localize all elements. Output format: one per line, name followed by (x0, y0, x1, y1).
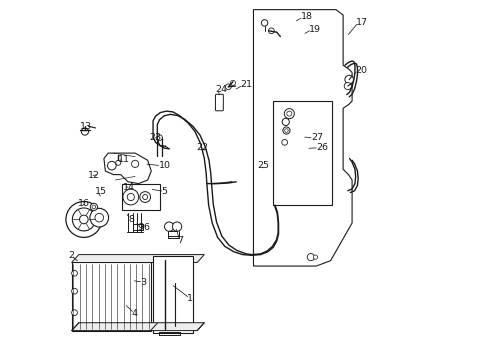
Circle shape (344, 82, 351, 90)
Circle shape (306, 253, 314, 261)
Circle shape (172, 222, 182, 231)
Text: 23: 23 (149, 133, 161, 142)
Circle shape (282, 118, 289, 126)
Polygon shape (153, 256, 192, 333)
Circle shape (122, 189, 139, 205)
FancyBboxPatch shape (215, 94, 223, 111)
Text: 24: 24 (215, 85, 226, 94)
Text: 4: 4 (131, 309, 137, 318)
Circle shape (90, 208, 108, 227)
Circle shape (92, 205, 96, 209)
Circle shape (344, 75, 353, 84)
Circle shape (140, 192, 150, 202)
Circle shape (72, 288, 77, 294)
Circle shape (284, 109, 294, 119)
Text: 22: 22 (196, 143, 208, 152)
Text: 21: 21 (240, 81, 252, 90)
Circle shape (225, 84, 231, 90)
Text: 3: 3 (140, 278, 146, 287)
Text: 12: 12 (87, 171, 99, 180)
Polygon shape (72, 323, 204, 330)
Text: 13: 13 (80, 122, 91, 131)
Text: 20: 20 (354, 66, 366, 75)
Polygon shape (72, 255, 204, 262)
Text: 10: 10 (158, 161, 170, 170)
Circle shape (80, 215, 88, 224)
Circle shape (282, 127, 289, 134)
Text: 27: 27 (310, 133, 322, 142)
Circle shape (81, 128, 88, 135)
Circle shape (142, 194, 147, 199)
Text: 17: 17 (355, 18, 367, 27)
Text: 11: 11 (118, 155, 130, 164)
Text: 7: 7 (177, 237, 183, 246)
Circle shape (286, 111, 291, 116)
Circle shape (72, 208, 95, 231)
Circle shape (72, 310, 77, 316)
Text: 5: 5 (161, 187, 167, 196)
Circle shape (261, 20, 267, 26)
Circle shape (284, 129, 287, 132)
Polygon shape (273, 101, 332, 205)
Polygon shape (122, 184, 159, 211)
Circle shape (131, 160, 139, 167)
Polygon shape (253, 10, 351, 266)
Circle shape (313, 255, 317, 259)
Polygon shape (104, 153, 151, 184)
Text: 19: 19 (308, 25, 321, 34)
Circle shape (156, 135, 162, 140)
Circle shape (90, 203, 97, 211)
Circle shape (66, 202, 102, 237)
Circle shape (72, 270, 77, 276)
Circle shape (127, 193, 134, 201)
Text: 25: 25 (257, 161, 268, 170)
Text: 16: 16 (78, 199, 90, 208)
Circle shape (268, 28, 274, 34)
Text: 15: 15 (94, 187, 106, 196)
Circle shape (230, 80, 235, 85)
Circle shape (116, 160, 121, 165)
Circle shape (281, 139, 287, 145)
Text: 6: 6 (143, 223, 149, 232)
Text: 2: 2 (68, 251, 74, 260)
Circle shape (107, 161, 116, 170)
Circle shape (164, 222, 174, 231)
Text: 8: 8 (128, 215, 134, 224)
Text: 18: 18 (300, 12, 312, 21)
Text: 26: 26 (316, 143, 327, 152)
Text: 9: 9 (137, 223, 142, 232)
Text: 14: 14 (123, 183, 135, 192)
Polygon shape (72, 262, 150, 330)
Circle shape (95, 213, 103, 222)
Text: 1: 1 (187, 294, 193, 303)
